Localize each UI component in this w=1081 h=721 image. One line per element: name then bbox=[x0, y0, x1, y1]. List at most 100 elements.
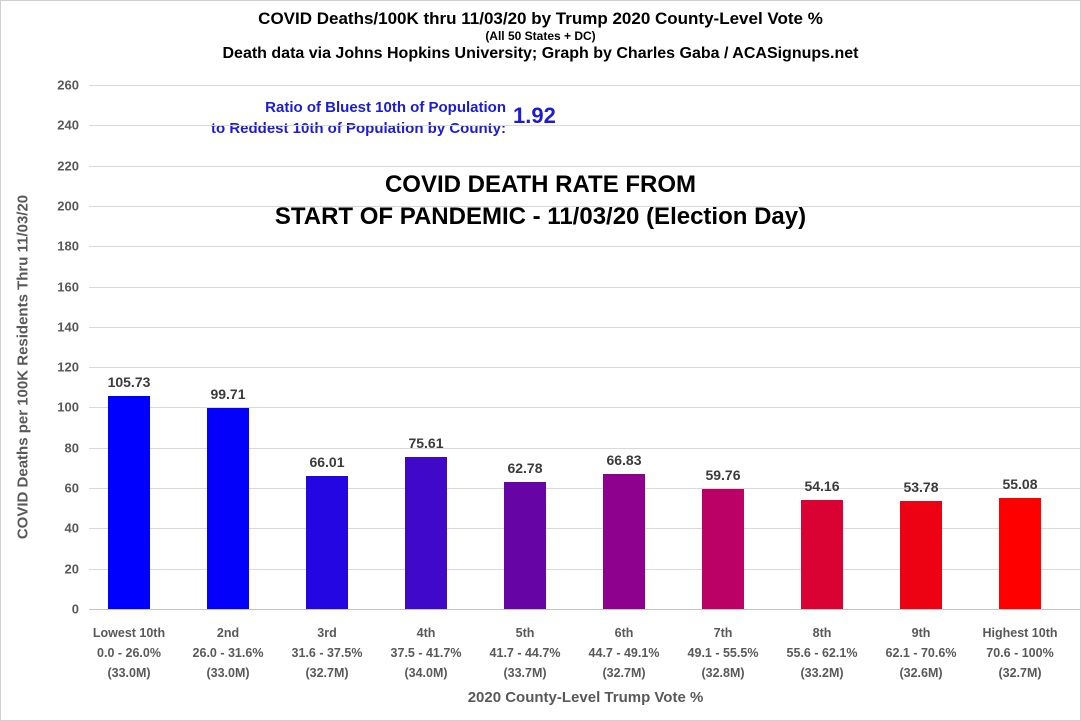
x-tick-label: 5th 41.7 - 44.7% (33.7M) bbox=[470, 623, 580, 683]
bar-value-label: 66.83 bbox=[606, 452, 642, 469]
y-tick-label: 180 bbox=[57, 238, 79, 254]
y-tick-label: 40 bbox=[64, 520, 79, 536]
page-subtitle: (All 50 States + DC) bbox=[485, 29, 596, 43]
attribution-line: Death data via Johns Hopkins University;… bbox=[222, 45, 859, 62]
x-tick-label-line: 31.6 - 37.5% bbox=[291, 646, 363, 660]
bar-value-label: 62.78 bbox=[507, 460, 543, 477]
x-tick-label-line: 0.0 - 26.0% bbox=[97, 646, 161, 660]
x-tick-label: 8th 55.6 - 62.1% (33.2M) bbox=[767, 623, 877, 683]
y-tick-label: 60 bbox=[64, 480, 79, 496]
gridline bbox=[89, 85, 1080, 86]
x-tick-label: 3rd 31.6 - 37.5% (32.7M) bbox=[272, 623, 382, 683]
x-tick-label-line: (32.7M) bbox=[602, 666, 646, 680]
bar-value-label: 55.08 bbox=[1002, 475, 1038, 492]
x-tick-label-line: 37.5 - 41.7% bbox=[390, 646, 462, 660]
x-tick-label-line: 3rd bbox=[317, 626, 337, 640]
x-tick-label-line: 2nd bbox=[216, 626, 240, 640]
gridline bbox=[89, 326, 1080, 328]
bar bbox=[702, 488, 744, 609]
x-tick-label-line: 62.1 - 70.6% bbox=[885, 646, 957, 660]
bar-value-label: 53.78 bbox=[903, 478, 939, 495]
bar bbox=[405, 456, 447, 609]
y-tick-label: 100 bbox=[57, 399, 79, 415]
bar-value-label: 54.16 bbox=[804, 477, 840, 494]
gridline bbox=[89, 367, 1080, 369]
gridline bbox=[89, 205, 1080, 207]
x-tick-label-line: (32.7M) bbox=[305, 666, 349, 680]
gridline bbox=[89, 125, 1080, 127]
ratio-value: 1.92 bbox=[513, 103, 556, 128]
y-tick-label: 0 bbox=[71, 601, 79, 617]
gridline bbox=[89, 246, 1080, 248]
bar-value-label: 59.76 bbox=[705, 466, 741, 483]
x-tick-label-line: 4th bbox=[416, 626, 436, 640]
x-tick-label-line: 7th bbox=[713, 626, 733, 640]
bar bbox=[999, 497, 1041, 609]
x-tick-label-line: (32.7M) bbox=[998, 666, 1042, 680]
gridline bbox=[89, 568, 1080, 570]
x-tick-label-line: 26.0 - 31.6% bbox=[192, 646, 264, 660]
gridline bbox=[89, 286, 1080, 288]
bar bbox=[306, 475, 348, 609]
bar-value-label: 66.01 bbox=[309, 453, 345, 470]
gridline bbox=[89, 488, 1080, 490]
x-tick-label-line: (33.2M) bbox=[800, 666, 844, 680]
x-tick-label-line: 8th bbox=[812, 626, 832, 640]
x-tick-label-line: 49.1 - 55.5% bbox=[687, 646, 759, 660]
x-tick-label-line: (32.6M) bbox=[899, 666, 943, 680]
y-axis-title: COVID Deaths per 100K Residents Thru 11/… bbox=[14, 194, 32, 540]
x-tick-label: Highest 10th 70.6 - 100% (32.7M) bbox=[965, 623, 1075, 683]
y-tick-label: 260 bbox=[57, 77, 79, 93]
x-tick-label-line: (33.0M) bbox=[206, 666, 250, 680]
bar bbox=[207, 408, 249, 609]
y-tick-label: 220 bbox=[57, 158, 79, 174]
x-tick-label: 4th 37.5 - 41.7% (34.0M) bbox=[371, 623, 481, 683]
y-tick-label: 120 bbox=[57, 359, 79, 375]
x-tick-label-line: (33.0M) bbox=[107, 666, 151, 680]
chart-title-line1: COVID DEATH RATE FROM bbox=[384, 171, 697, 198]
x-tick-label: 6th 44.7 - 49.1% (32.7M) bbox=[569, 623, 679, 683]
x-tick-label: 9th 62.1 - 70.6% (32.6M) bbox=[866, 623, 976, 683]
x-tick-label-line: 55.6 - 62.1% bbox=[786, 646, 858, 660]
x-tick-label-line: 41.7 - 44.7% bbox=[489, 646, 561, 660]
ratio-annotation-line2: to Reddest 10th of Population by County: bbox=[211, 120, 506, 137]
x-tick-label-line: 5th bbox=[515, 626, 535, 640]
bar-value-label: 99.71 bbox=[210, 386, 246, 403]
gridline bbox=[89, 165, 1080, 167]
x-tick-label-line: (32.8M) bbox=[701, 666, 745, 680]
bar bbox=[108, 395, 150, 609]
y-tick-label: 160 bbox=[57, 279, 79, 295]
x-tick-label: 7th 49.1 - 55.5% (32.8M) bbox=[668, 623, 778, 683]
y-tick-label: 80 bbox=[64, 440, 79, 456]
y-tick-label: 140 bbox=[57, 319, 79, 335]
gridline bbox=[89, 407, 1080, 409]
y-tick-label: 240 bbox=[57, 117, 79, 133]
gridline bbox=[89, 528, 1080, 530]
y-tick-label: 200 bbox=[57, 198, 79, 214]
bar bbox=[603, 474, 645, 609]
bar-value-label: 75.61 bbox=[408, 434, 444, 451]
x-tick-label-line: 6th bbox=[614, 626, 634, 640]
bar-value-label: 105.73 bbox=[107, 373, 151, 390]
x-tick-label: Lowest 10th 0.0 - 26.0% (33.0M) bbox=[74, 623, 184, 683]
gridline bbox=[89, 609, 1080, 610]
bar bbox=[801, 499, 843, 609]
y-tick-label: 20 bbox=[64, 561, 79, 577]
x-axis-title: 2020 County-Level Trump Vote % bbox=[467, 689, 704, 706]
x-tick-label-line: Highest 10th bbox=[982, 626, 1058, 640]
bar bbox=[504, 482, 546, 609]
gridline bbox=[89, 447, 1080, 449]
x-tick-label-line: (34.0M) bbox=[404, 666, 448, 680]
x-tick-label-line: 44.7 - 49.1% bbox=[588, 646, 660, 660]
page-title: COVID Deaths/100K thru 11/03/20 by Trump… bbox=[258, 9, 823, 28]
bar bbox=[900, 500, 942, 609]
x-tick-label-line: 70.6 - 100% bbox=[986, 646, 1054, 660]
chart-title-line2: START OF PANDEMIC - 11/03/20 (Election D… bbox=[274, 203, 807, 230]
x-tick-label: 2nd 26.0 - 31.6% (33.0M) bbox=[173, 623, 283, 683]
x-tick-label-line: Lowest 10th bbox=[92, 626, 166, 640]
x-tick-label-line: 9th bbox=[911, 626, 931, 640]
x-tick-label-line: (33.7M) bbox=[503, 666, 547, 680]
ratio-annotation-line1: Ratio of Bluest 10th of Population bbox=[265, 99, 506, 116]
ratio-annotation: Ratio of Bluest 10th of Population to Re… bbox=[61, 97, 506, 139]
